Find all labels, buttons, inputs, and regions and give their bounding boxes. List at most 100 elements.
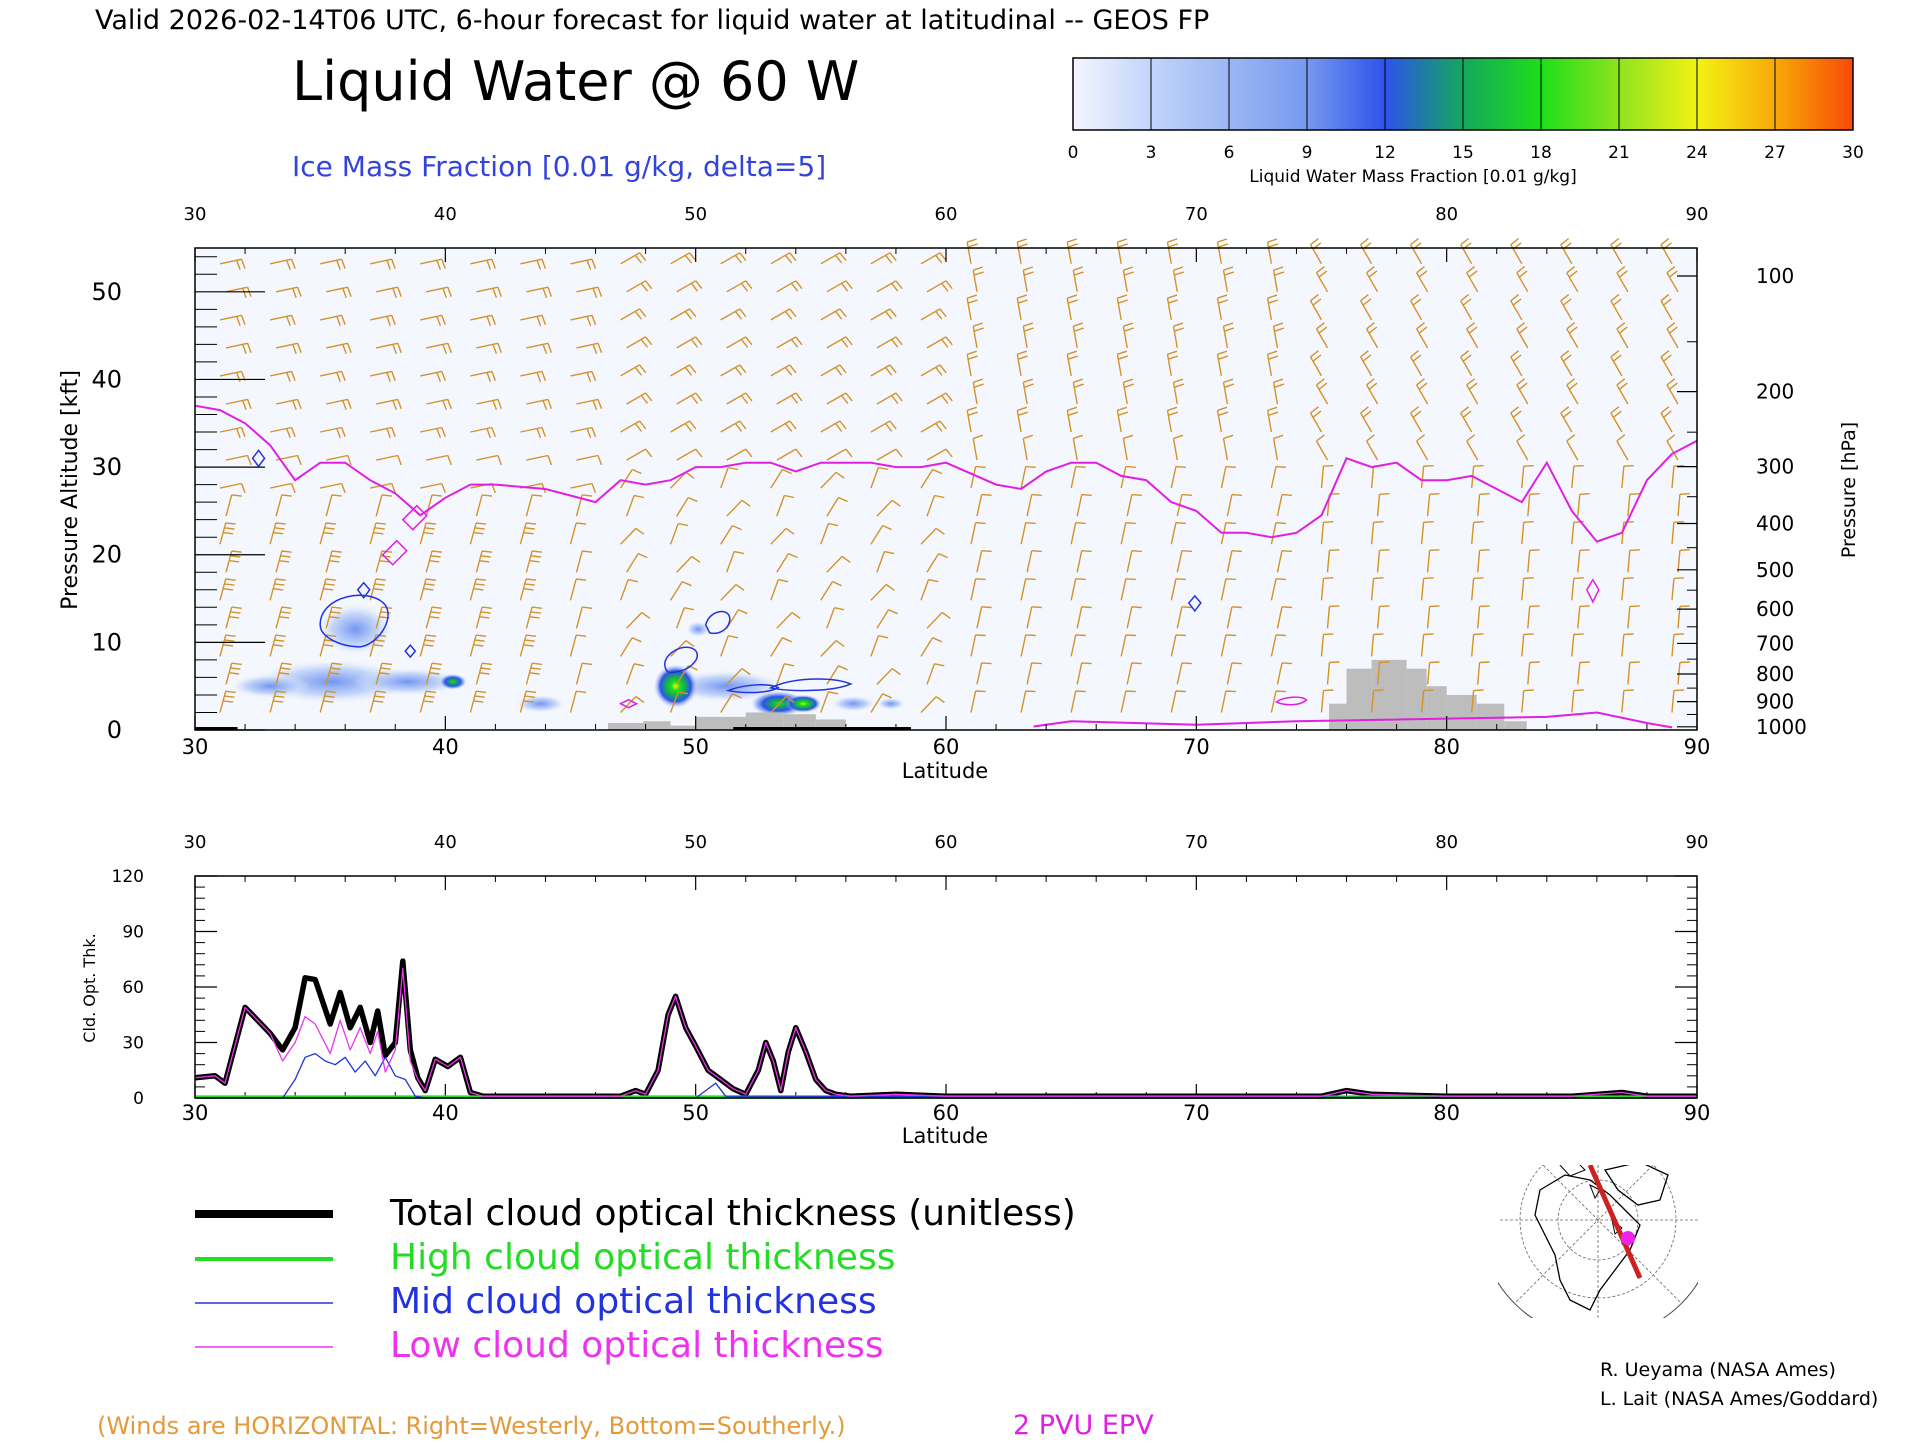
wind-barb <box>576 454 603 466</box>
wind-barb <box>926 448 953 461</box>
bottom-ylabel: Cld. Opt. Thk. <box>80 933 99 1042</box>
wind-barb <box>375 494 392 517</box>
wind-barb <box>1116 294 1129 321</box>
map-greenland <box>1603 1165 1669 1206</box>
wind-barb <box>1126 550 1142 573</box>
wind-barb <box>620 420 647 433</box>
top-panel-top-tick-label: 30 <box>184 204 207 225</box>
subtitle: Ice Mass Fraction [0.01 g/kg, delta=5] <box>292 150 826 183</box>
wind-barb <box>972 434 983 461</box>
wind-barb <box>1122 434 1134 461</box>
wind-barb <box>776 280 803 293</box>
wind-barb <box>1560 406 1573 433</box>
colorbar-segment <box>1385 58 1464 130</box>
wind-barb <box>1466 322 1479 349</box>
wind-barb <box>620 696 645 713</box>
wind-barb <box>420 482 446 494</box>
wind-barb <box>966 294 978 321</box>
wind-barb <box>420 426 446 439</box>
wind-barb <box>1022 378 1034 405</box>
wind-barb <box>776 494 795 517</box>
wind-barb <box>376 286 402 298</box>
wind-barb <box>320 370 346 383</box>
wind-barb <box>369 634 386 657</box>
colorbar-tick-label: 27 <box>1764 143 1786 163</box>
wind-barb <box>720 252 747 265</box>
wind-barb <box>1309 350 1323 377</box>
wind-barb <box>1415 322 1429 349</box>
wind-barb <box>726 550 745 573</box>
wind-barb <box>976 493 992 517</box>
legend-label-mid: Mid cloud optical thickness <box>390 1281 877 1322</box>
terrain-block <box>1504 721 1527 730</box>
wind-barb <box>1577 605 1590 629</box>
wind-barb <box>1166 406 1179 433</box>
wind-barb <box>225 342 252 355</box>
wind-barb <box>620 637 642 657</box>
wind-barb <box>1660 350 1673 377</box>
wind-barb <box>519 634 537 657</box>
wind-barb <box>1170 690 1186 713</box>
bottom-y-tick-label: 60 <box>122 978 144 998</box>
bottom-y-tick-label: 90 <box>122 923 144 943</box>
mid-cot-line <box>195 1052 1698 1099</box>
wind-barb <box>870 583 895 601</box>
wind-barb <box>476 454 502 466</box>
wind-barb <box>1315 378 1329 405</box>
wind-barb <box>1066 406 1078 433</box>
wind-barb <box>1070 465 1086 489</box>
wind-barb <box>620 252 647 265</box>
wind-barb <box>619 578 639 601</box>
colorbar-tick-label: 0 <box>1068 143 1079 163</box>
wind-barb <box>1120 465 1136 489</box>
wind-barb <box>920 637 943 657</box>
wind-barb <box>726 668 751 685</box>
wind-barb <box>1116 406 1129 433</box>
terrain-block <box>695 716 746 730</box>
wind-barb <box>219 426 246 439</box>
wind-barb <box>1216 294 1229 321</box>
wind-barb <box>820 691 839 713</box>
wind-barb <box>425 550 442 573</box>
wind-barb <box>1426 605 1440 629</box>
left-y-tick-label: 50 <box>91 278 122 306</box>
wind-barb <box>820 420 847 433</box>
wind-barb <box>1326 549 1340 573</box>
wind-barb <box>419 690 436 713</box>
wind-barb <box>920 527 945 545</box>
terrain-block <box>1329 703 1347 730</box>
right-y-tick-label: 700 <box>1756 631 1794 655</box>
wind-barb <box>320 314 346 326</box>
wind-barb <box>1176 606 1192 629</box>
terrain-block <box>745 712 784 730</box>
epv-contour <box>1275 696 1308 706</box>
top-xlabel: Latitude <box>902 759 988 783</box>
wind-barb <box>1365 434 1379 461</box>
top-panel-top-tick-label: 90 <box>1686 204 1709 225</box>
wind-barb <box>820 364 847 377</box>
terrain-block <box>1371 659 1407 730</box>
top-panel: 3030404050506060707080809090010203040501… <box>58 204 1860 783</box>
wind-barb <box>776 336 803 349</box>
epv-low-line <box>1033 711 1673 729</box>
wind-barb <box>1270 634 1287 657</box>
wind-barb <box>1560 294 1573 321</box>
wind-barb <box>1376 661 1390 685</box>
wind-barb <box>219 482 246 494</box>
top-panel-top-tick-label: 40 <box>434 204 457 225</box>
liquid-water-patch <box>438 673 467 690</box>
wind-barb <box>626 280 653 293</box>
wind-barb <box>1510 294 1523 321</box>
bottom-y-tick-label: 0 <box>133 1089 144 1109</box>
terrain-block <box>643 721 671 730</box>
wind-barb <box>720 693 742 713</box>
top-ylabel-right: Pressure [hPa] <box>1838 422 1860 558</box>
wind-barb <box>1471 577 1484 601</box>
bottom-panel-bottom-tick-label: 50 <box>682 1101 709 1125</box>
wind-barb <box>726 336 753 349</box>
wind-barb <box>269 258 296 270</box>
wind-barb <box>569 634 587 657</box>
wind-barb <box>1226 550 1242 573</box>
wind-barb <box>425 606 442 629</box>
wind-barb <box>1359 294 1373 321</box>
